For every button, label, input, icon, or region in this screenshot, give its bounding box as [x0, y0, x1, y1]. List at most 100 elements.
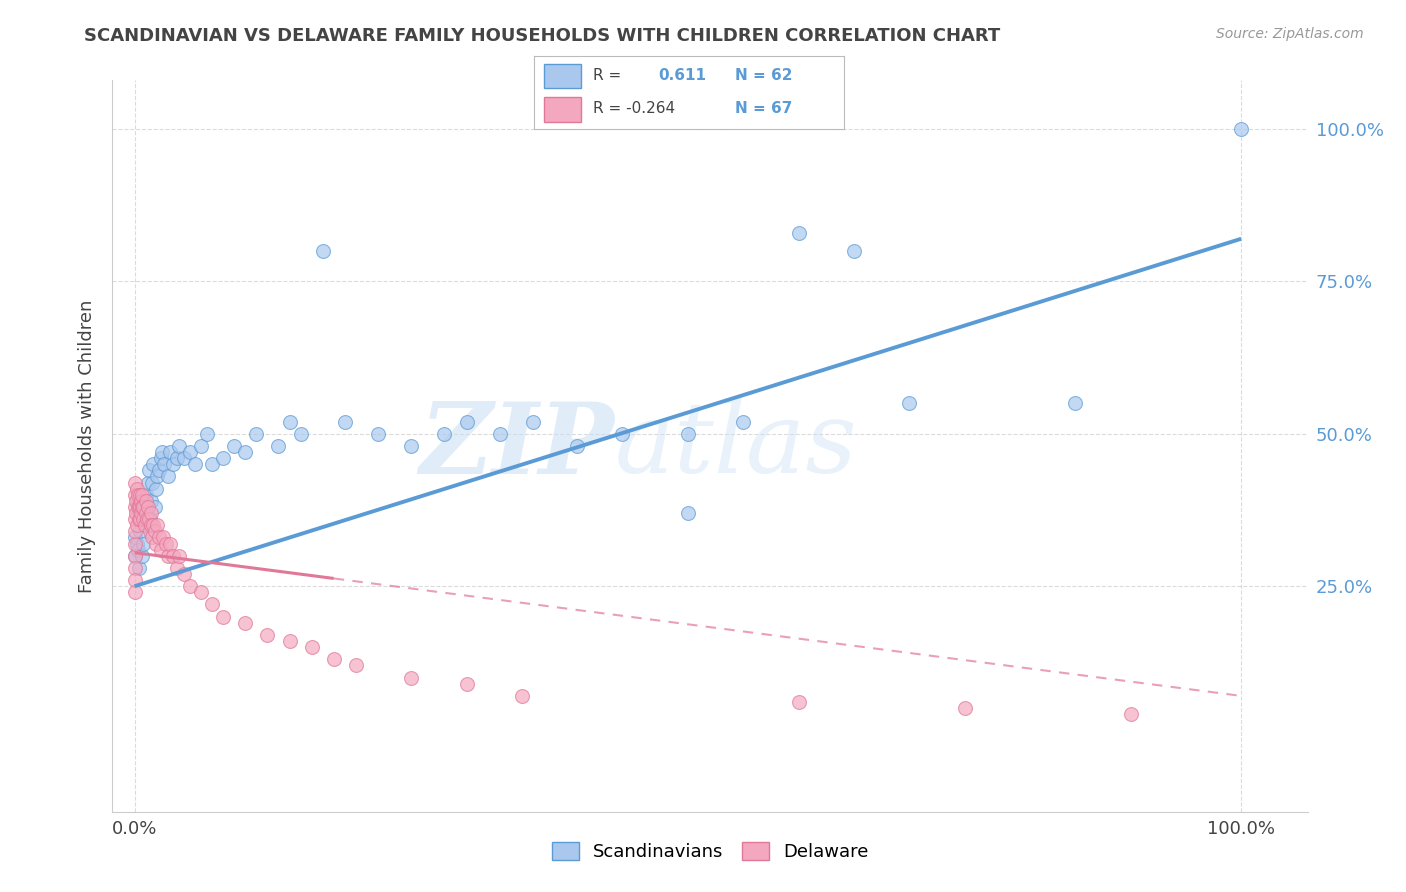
Point [290, 426, 312, 441]
Point [224, 439, 246, 453]
Point [132, 512, 155, 526]
Point [212, 451, 235, 466]
Point [322, 652, 344, 666]
Point [135, 488, 157, 502]
Point [124, 561, 146, 575]
Text: atlas: atlas [614, 399, 858, 493]
Point [278, 415, 301, 429]
Point [184, 457, 207, 471]
Point [162, 549, 184, 563]
Point [128, 500, 150, 514]
Point [153, 457, 176, 471]
Point [135, 500, 157, 514]
Point [129, 500, 152, 514]
Point [128, 512, 150, 526]
Point [124, 500, 146, 514]
Point [143, 524, 166, 539]
Point [132, 500, 155, 514]
Point [610, 426, 633, 441]
Point [676, 426, 699, 441]
Point [195, 426, 218, 441]
Point [131, 488, 153, 502]
Point [1119, 707, 1142, 722]
Point [179, 579, 201, 593]
Point [787, 226, 810, 240]
Point [145, 518, 167, 533]
Point [233, 445, 256, 459]
Point [139, 524, 162, 539]
Point [898, 396, 921, 410]
Point [124, 488, 146, 502]
Point [143, 500, 166, 514]
Point [150, 445, 173, 459]
Point [433, 426, 456, 441]
Point [953, 701, 976, 715]
Point [132, 536, 155, 550]
Text: N = 67: N = 67 [735, 102, 793, 116]
Point [141, 475, 163, 490]
Point [842, 244, 865, 258]
Text: ZIP: ZIP [419, 398, 614, 494]
Point [676, 506, 699, 520]
Point [333, 415, 356, 429]
Point [124, 524, 146, 539]
Point [167, 549, 190, 563]
Point [522, 415, 544, 429]
Point [124, 573, 146, 587]
Point [1064, 396, 1087, 410]
Point [125, 536, 148, 550]
Point [124, 549, 146, 563]
Point [129, 512, 152, 526]
Point [129, 494, 152, 508]
Point [150, 542, 173, 557]
Point [135, 494, 157, 508]
Point [148, 463, 170, 477]
Point [129, 488, 152, 502]
Point [201, 598, 224, 612]
Bar [544, 63, 581, 88]
Point [124, 475, 146, 490]
Point [166, 451, 188, 466]
Point [245, 426, 267, 441]
Point [141, 530, 163, 544]
Point [167, 439, 190, 453]
Point [162, 457, 184, 471]
Point [344, 658, 367, 673]
Point [233, 615, 256, 630]
Point [124, 549, 146, 563]
Point [567, 439, 589, 453]
Point [125, 482, 148, 496]
Point [134, 518, 156, 533]
Text: R = -0.264: R = -0.264 [593, 102, 675, 116]
Point [127, 542, 149, 557]
Point [128, 561, 150, 575]
Point [125, 518, 148, 533]
Point [190, 585, 212, 599]
Point [134, 518, 156, 533]
Point [256, 628, 278, 642]
Point [159, 536, 181, 550]
Point [141, 494, 163, 508]
Text: 0.611: 0.611 [658, 68, 706, 83]
Text: Source: ZipAtlas.com: Source: ZipAtlas.com [1216, 27, 1364, 41]
Point [456, 676, 478, 690]
Point [155, 536, 177, 550]
Point [367, 426, 389, 441]
Point [124, 512, 146, 526]
Point [510, 689, 533, 703]
Point [179, 445, 201, 459]
Point [145, 469, 167, 483]
Point [145, 536, 167, 550]
Point [152, 530, 174, 544]
Point [156, 469, 179, 483]
Point [212, 609, 235, 624]
Y-axis label: Family Households with Children: Family Households with Children [77, 300, 96, 592]
Point [135, 512, 157, 526]
Point [141, 518, 163, 533]
Point [787, 695, 810, 709]
Point [124, 536, 146, 550]
Point [201, 457, 224, 471]
Point [401, 671, 423, 685]
Point [145, 482, 167, 496]
Point [148, 530, 170, 544]
